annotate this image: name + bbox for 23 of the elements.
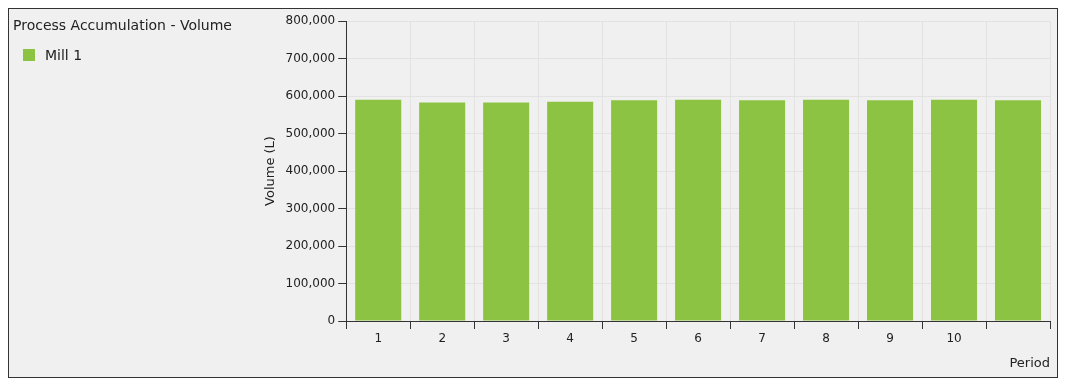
y-tick-label: 600,000 [285, 88, 336, 103]
x-tick-label: 9 [886, 331, 894, 346]
x-tick-label: 4 [566, 331, 574, 346]
x-tick-label: 5 [630, 331, 638, 346]
y-tick-label: 100,000 [285, 275, 336, 290]
x-tick-label: 1 [374, 331, 383, 346]
x-tick-label: 10 [946, 331, 962, 346]
text: Process Accumulation - Volume [13, 17, 233, 33]
x-tick-label: 6 [694, 331, 702, 346]
x-tick-label: 2 [438, 331, 447, 346]
x-tick-label: 8 [822, 331, 830, 346]
y-tick-label: 500,000 [285, 125, 336, 140]
y-tick-label: 200,000 [285, 238, 336, 253]
y-tick-label: 400,000 [285, 163, 336, 178]
y-tick-label: 800,000 [285, 13, 336, 28]
x-tick-label: 3 [502, 331, 510, 346]
x-tick-label: 7 [758, 331, 766, 346]
y-tick-label: 300,000 [285, 200, 336, 215]
y-tick-label: 700,000 [285, 50, 336, 65]
legend-label: Mill 1 [45, 47, 83, 63]
y-axis-title: Volume (L) [262, 136, 278, 206]
y-tick-label: 0 [327, 313, 336, 328]
x-axis-title: Period [1009, 354, 1050, 370]
